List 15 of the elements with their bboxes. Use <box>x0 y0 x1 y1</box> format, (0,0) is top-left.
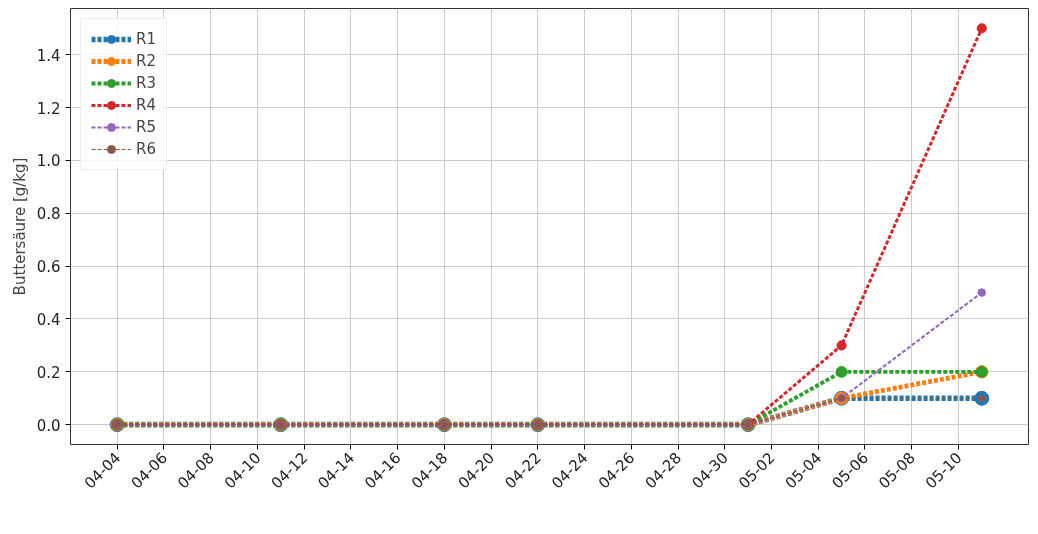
legend-label: R4 <box>136 96 156 114</box>
y-tick-label: 1.4 <box>36 46 61 65</box>
y-tick-label: 1.2 <box>36 99 61 118</box>
legend-label: R2 <box>136 52 156 70</box>
legend-label: R3 <box>136 74 156 92</box>
legend-label: R5 <box>136 118 156 136</box>
legend-label: R6 <box>136 140 156 158</box>
y-tick-label: 0.6 <box>36 258 61 277</box>
y-axis-title: Buttersäure [g/kg] <box>10 157 29 296</box>
y-tick-label: 0.4 <box>36 310 61 329</box>
y-tick-label: 0.0 <box>36 416 61 435</box>
y-tick-label: 0.8 <box>36 205 61 224</box>
legend-label: R1 <box>136 30 156 48</box>
y-tick-label: 1.0 <box>36 152 61 171</box>
y-tick-label: 0.2 <box>36 363 61 382</box>
